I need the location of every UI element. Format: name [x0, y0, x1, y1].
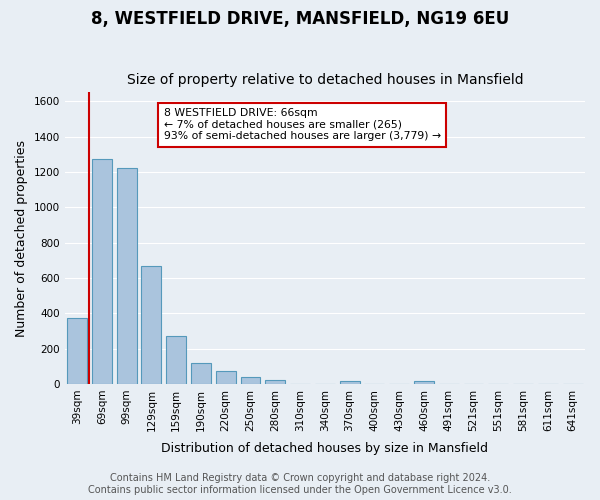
Bar: [241, 377, 260, 384]
Bar: [216, 370, 236, 384]
Bar: [191, 363, 211, 384]
Y-axis label: Number of detached properties: Number of detached properties: [15, 140, 28, 336]
Bar: [166, 336, 186, 384]
Text: 8 WESTFIELD DRIVE: 66sqm
← 7% of detached houses are smaller (265)
93% of semi-d: 8 WESTFIELD DRIVE: 66sqm ← 7% of detache…: [164, 108, 441, 142]
Bar: [265, 380, 285, 384]
Bar: [340, 380, 359, 384]
Bar: [67, 318, 87, 384]
Bar: [117, 168, 137, 384]
Text: 8, WESTFIELD DRIVE, MANSFIELD, NG19 6EU: 8, WESTFIELD DRIVE, MANSFIELD, NG19 6EU: [91, 10, 509, 28]
Bar: [414, 380, 434, 384]
Text: Contains HM Land Registry data © Crown copyright and database right 2024.
Contai: Contains HM Land Registry data © Crown c…: [88, 474, 512, 495]
Bar: [142, 266, 161, 384]
X-axis label: Distribution of detached houses by size in Mansfield: Distribution of detached houses by size …: [161, 442, 488, 455]
Bar: [92, 160, 112, 384]
Title: Size of property relative to detached houses in Mansfield: Size of property relative to detached ho…: [127, 73, 523, 87]
